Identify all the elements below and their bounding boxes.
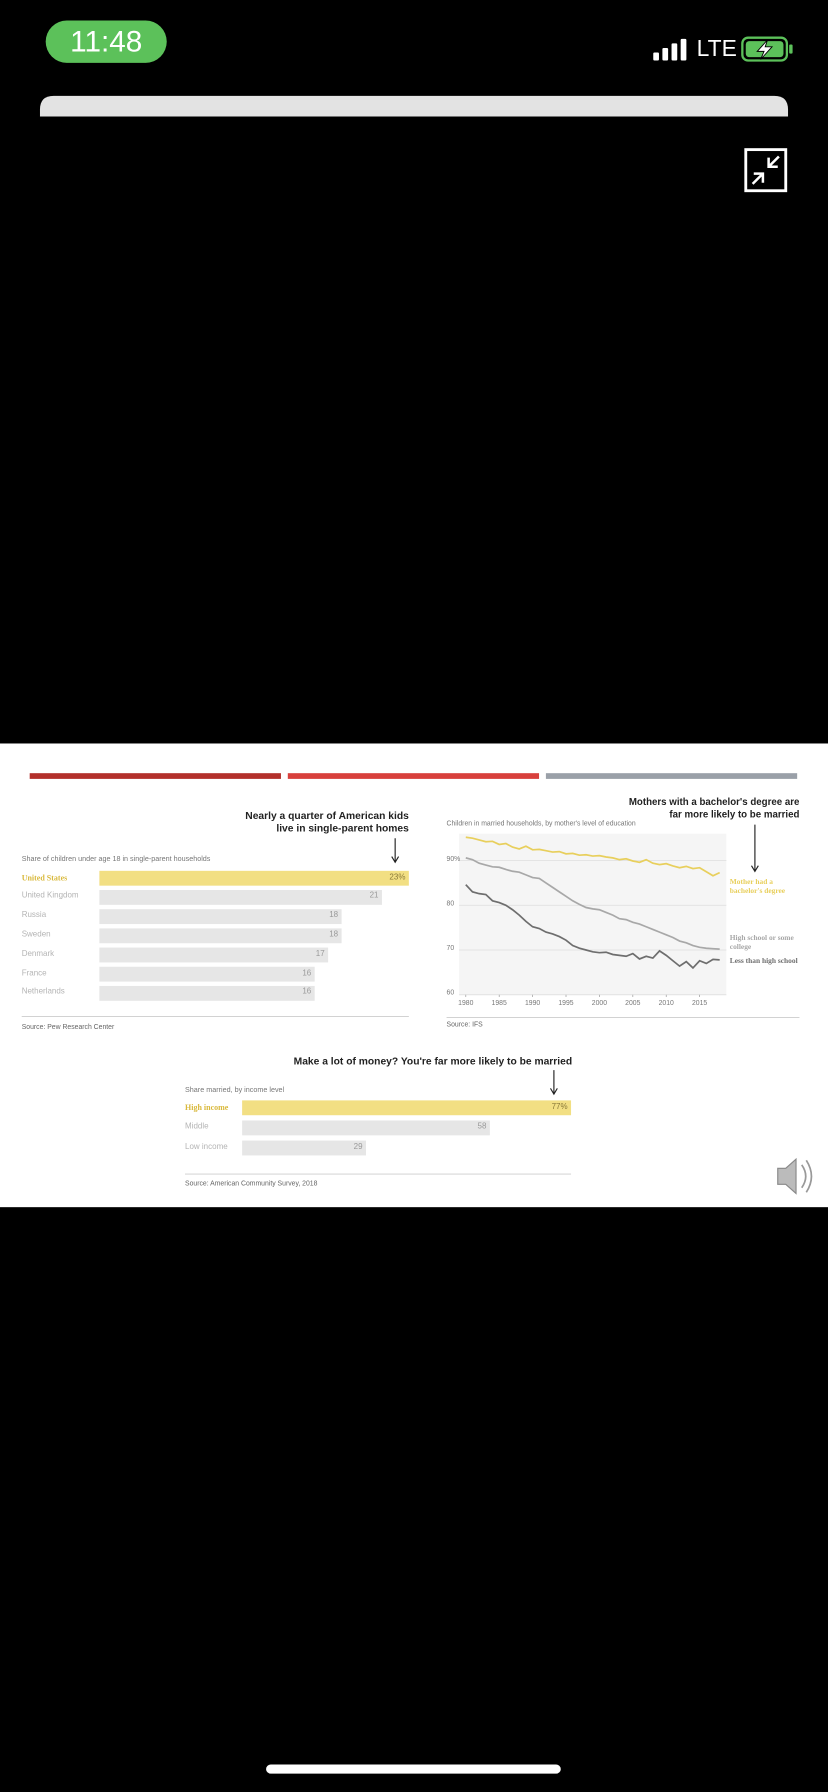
chart-subtitle: Share of children under age 18 in single…	[21, 855, 211, 864]
value-label: 21	[369, 892, 379, 901]
category-label: Middle	[185, 1122, 209, 1131]
value-label: 29	[353, 1142, 363, 1151]
x-tick-label: 2005	[625, 1000, 641, 1008]
bar	[99, 966, 315, 982]
home-indicator	[266, 1764, 561, 1774]
minimize-button[interactable]	[744, 148, 788, 193]
value-label: 23%	[389, 873, 406, 882]
value-label: 58	[477, 1122, 487, 1131]
x-tick-label: 2000	[591, 1000, 608, 1008]
bar	[99, 947, 329, 963]
category-label: Sweden	[21, 930, 51, 939]
x-tick-label: 2015	[691, 1000, 708, 1008]
category-label: High income	[185, 1102, 229, 1112]
y-tick-label: 60	[446, 990, 455, 998]
category-label: Denmark	[21, 949, 55, 958]
value-label: 17	[315, 949, 325, 958]
value-label: 16	[302, 988, 312, 997]
value-label: 77%	[551, 1102, 568, 1111]
x-tick-label: 1995	[558, 1000, 574, 1008]
bar	[99, 870, 409, 886]
bar	[99, 909, 342, 925]
bar	[99, 890, 382, 905]
series-line	[465, 857, 720, 950]
bar	[242, 1140, 366, 1156]
category-label: Netherlands	[21, 988, 65, 997]
y-tick-label: 90%	[446, 855, 461, 863]
category-label: Russia	[21, 911, 47, 920]
value-label: 18	[329, 930, 339, 939]
arrow	[750, 824, 759, 873]
x-tick-label: 1980	[458, 1000, 474, 1008]
arrow	[549, 1070, 558, 1096]
signal-icon	[653, 38, 687, 61]
bar	[99, 985, 315, 1001]
header-stripe	[287, 773, 540, 779]
chart-title: Nearly a quarter of American kids live i…	[245, 809, 409, 834]
bar	[99, 928, 342, 944]
x-tick-label: 1990	[524, 1000, 541, 1008]
sheet-handle	[39, 95, 789, 117]
series-label: Less than high school	[729, 957, 798, 966]
series-label: Mother had a bachelor's degree	[729, 878, 786, 896]
source: Source: American Community Survey, 2018	[185, 1180, 318, 1188]
y-tick-label: 70	[446, 945, 455, 953]
bar	[242, 1100, 572, 1116]
chart-title: Make a lot of money? You're far more lik…	[293, 1055, 573, 1067]
y-tick-label: 80	[446, 900, 455, 908]
arrow	[391, 838, 400, 864]
chart-subtitle: Children in married households, by mothe…	[446, 821, 636, 828]
source: Source: Pew Research Center	[21, 1024, 115, 1032]
value-label: 16	[302, 969, 312, 978]
header-stripe	[29, 773, 281, 779]
speaker-button[interactable]	[777, 1157, 813, 1195]
series-line	[465, 884, 720, 970]
value-label: 18	[329, 911, 339, 920]
plot-area	[459, 833, 727, 995]
x-tick-label: 2010	[658, 1000, 674, 1008]
source: Source: IFS	[446, 1022, 483, 1030]
category-label: Low income	[185, 1142, 228, 1151]
battery-icon	[741, 36, 793, 62]
chart-title: Mothers with a bachelor's degree are far…	[628, 796, 800, 821]
status-time: 11:48	[45, 20, 167, 63]
series-line	[465, 836, 721, 877]
category-label: United Kingdom	[21, 892, 79, 901]
series-label: High school or some college	[729, 934, 794, 952]
chart-subtitle: Share married, by income level	[185, 1086, 285, 1095]
header-stripe	[545, 773, 798, 779]
category-label: United States	[21, 873, 68, 883]
category-label: France	[21, 969, 47, 978]
network-type: LTE	[696, 36, 737, 62]
bar	[242, 1120, 490, 1136]
x-tick-label: 1985	[491, 1000, 507, 1008]
